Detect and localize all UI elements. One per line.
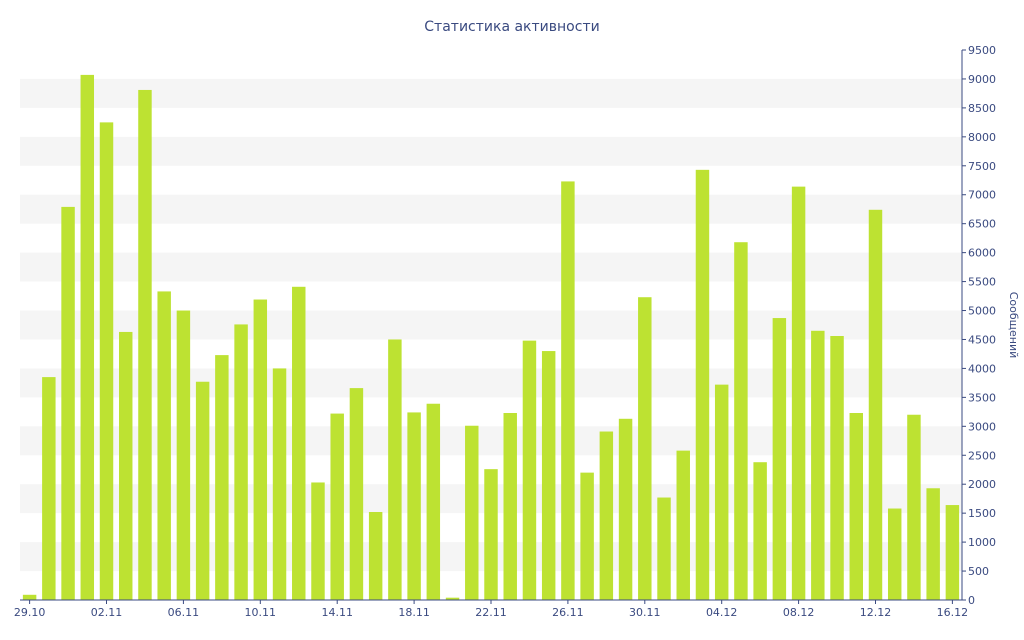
- x-tick-label: 02.11: [91, 606, 123, 619]
- bar-25.11: [541, 351, 556, 600]
- bar-17.11: [388, 339, 402, 600]
- x-tick-label: 26.11: [552, 606, 584, 619]
- x-tick-label: 14.11: [321, 606, 353, 619]
- y-tick-label: 7500: [968, 160, 996, 173]
- x-tick-label: 18.11: [398, 606, 430, 619]
- y-tick-label: 4500: [968, 333, 996, 346]
- bar-08.11: [215, 355, 229, 600]
- bar-14.12: [907, 414, 921, 600]
- y-tick-label: 3500: [968, 391, 996, 404]
- x-tick-label: 16.12: [937, 606, 969, 619]
- x-tick-label: 04.12: [706, 606, 738, 619]
- bar-02.12: [676, 450, 690, 600]
- bar-10.11: [253, 299, 268, 600]
- bar-03.12: [695, 169, 710, 600]
- bar-28.11: [599, 431, 614, 600]
- x-tick-label: 08.12: [783, 606, 815, 619]
- bar-05.12: [734, 242, 748, 601]
- y-tick-label: 500: [968, 565, 989, 578]
- bar-10.12: [830, 336, 844, 600]
- y-tick-label: 8000: [968, 131, 996, 144]
- bar-29.11: [618, 418, 633, 600]
- y-tick-label: 6500: [968, 218, 996, 231]
- bar-26.11: [561, 181, 575, 600]
- bar-23.11: [503, 413, 517, 600]
- bar-06.12: [753, 462, 767, 600]
- bar-27.11: [580, 472, 594, 600]
- y-tick-label: 2000: [968, 478, 996, 491]
- bar-22.11: [484, 469, 498, 600]
- bar-01.12: [657, 497, 671, 600]
- y-tick-label: 2500: [968, 449, 996, 462]
- y-tick-label: 9500: [968, 44, 996, 57]
- bars: [22, 74, 960, 601]
- bar-11.12: [849, 413, 863, 600]
- bar-01.11: [80, 74, 95, 601]
- bar-30.11: [638, 297, 652, 600]
- grid-band: [20, 136, 962, 166]
- bar-16.12: [945, 505, 960, 600]
- bar-31.10: [61, 206, 75, 601]
- x-tick-label: 30.11: [629, 606, 661, 619]
- bar-07.11: [195, 381, 210, 600]
- bar-09.12: [811, 330, 825, 600]
- grid-band: [20, 252, 962, 282]
- bar-30.10: [42, 377, 56, 600]
- y-tick-label: 1000: [968, 536, 996, 549]
- chart-title: Статистика активности: [424, 19, 599, 35]
- bar-18.11: [407, 412, 421, 600]
- y-tick-label: 5000: [968, 305, 996, 318]
- bar-06.11: [176, 310, 191, 600]
- bar-21.11: [465, 425, 479, 600]
- bar-16.11: [368, 512, 383, 600]
- x-tick-label: 22.11: [475, 606, 507, 619]
- bar-13.11: [311, 482, 325, 600]
- bar-13.12: [887, 508, 902, 600]
- y-axis-ticks: 0 500 1000 1500 2000 2500 3000 3500 4000 4500 5000…: [962, 44, 996, 607]
- bar-20.11: [445, 597, 460, 600]
- x-tick-label: 29.10: [14, 606, 46, 619]
- y-tick-label: 8500: [968, 102, 996, 115]
- bar-07.12: [772, 318, 787, 600]
- bar-05.11: [157, 291, 171, 600]
- bar-08.12: [791, 186, 806, 600]
- y-tick-label: 7000: [968, 189, 996, 202]
- y-tick-label: 6000: [968, 247, 996, 260]
- bar-29.10: [22, 594, 37, 600]
- bar-24.11: [522, 340, 537, 600]
- x-tick-label: 10.11: [245, 606, 277, 619]
- bar-09.11: [234, 324, 248, 600]
- y-tick-label: 1500: [968, 507, 996, 520]
- bar-03.11: [119, 331, 133, 600]
- y-tick-label: 0: [968, 594, 975, 607]
- grid-band: [20, 78, 962, 108]
- bar-02.11: [99, 122, 114, 601]
- y-tick-label: 5500: [968, 276, 996, 289]
- y-tick-label: 9000: [968, 73, 996, 86]
- bar-15.11: [349, 388, 364, 600]
- bar-04.12: [714, 384, 729, 600]
- bar-14.11: [330, 413, 344, 600]
- x-tick-label: 06.11: [168, 606, 200, 619]
- bar-11.11: [272, 368, 287, 600]
- bar-19.11: [426, 403, 441, 600]
- y-tick-label: 4000: [968, 362, 996, 375]
- y-axis-label: Сообщений: [1007, 292, 1020, 359]
- grid-band: [20, 194, 962, 224]
- bar-12.12: [868, 209, 883, 600]
- x-tick-label: 12.12: [860, 606, 892, 619]
- y-tick-label: 3000: [968, 420, 996, 433]
- bar-15.12: [926, 488, 940, 600]
- x-axis-ticks: 29.10 02.11 06.11 10.11 14.11 18.11 22.11 26.11…: [14, 600, 968, 619]
- bar-12.11: [292, 286, 306, 600]
- bar-04.11: [138, 89, 152, 601]
